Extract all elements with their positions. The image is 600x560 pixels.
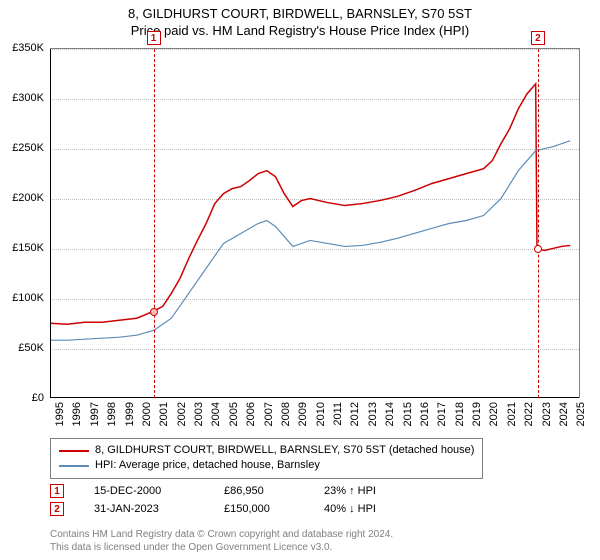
- x-tick-label: 2014: [384, 402, 396, 426]
- x-tick-label: 2003: [193, 402, 205, 426]
- x-tick-label: 1999: [124, 402, 136, 426]
- legend-swatch-property: [59, 450, 89, 452]
- x-tick-label: 2009: [297, 402, 309, 426]
- annotation-pct: 40% ↓ HPI: [324, 503, 424, 515]
- y-tick-label: £0: [32, 392, 44, 404]
- annotation-row: 1 15-DEC-2000 £86,950 23% ↑ HPI: [50, 484, 424, 498]
- legend-item: 8, GILDHURST COURT, BIRDWELL, BARNSLEY, …: [59, 443, 474, 458]
- marker-vline: [154, 49, 155, 398]
- footer-line1: Contains HM Land Registry data © Crown c…: [50, 528, 393, 541]
- title-address: 8, GILDHURST COURT, BIRDWELL, BARNSLEY, …: [0, 6, 600, 23]
- annotation-marker-icon: 1: [50, 484, 64, 498]
- x-tick-label: 2020: [488, 402, 500, 426]
- series-hpi: [50, 141, 570, 340]
- y-tick-label: £250K: [12, 142, 44, 154]
- x-tick-label: 1996: [71, 402, 83, 426]
- annotation-date: 31-JAN-2023: [94, 503, 194, 515]
- x-tick-label: 2017: [436, 402, 448, 426]
- x-tick-label: 2022: [523, 402, 535, 426]
- y-tick-label: £50K: [18, 342, 44, 354]
- y-axis: £0£50K£100K£150K£200K£250K£300K£350K: [0, 48, 48, 398]
- legend-item: HPI: Average price, detached house, Barn…: [59, 458, 474, 473]
- legend-label: 8, GILDHURST COURT, BIRDWELL, BARNSLEY, …: [95, 443, 474, 458]
- x-tick-label: 2001: [158, 402, 170, 426]
- x-tick-label: 2024: [558, 402, 570, 426]
- x-tick-label: 2025: [575, 402, 587, 426]
- legend-box: 8, GILDHURST COURT, BIRDWELL, BARNSLEY, …: [50, 438, 483, 479]
- legend-swatch-hpi: [59, 465, 89, 467]
- x-tick-label: 2013: [367, 402, 379, 426]
- y-tick-label: £350K: [12, 42, 44, 54]
- annotation-table: 1 15-DEC-2000 £86,950 23% ↑ HPI 2 31-JAN…: [50, 484, 424, 520]
- x-tick-label: 2008: [280, 402, 292, 426]
- x-tick-label: 1997: [89, 402, 101, 426]
- footer-line2: This data is licensed under the Open Gov…: [50, 541, 393, 554]
- x-tick-label: 2000: [141, 402, 153, 426]
- x-tick-label: 1998: [106, 402, 118, 426]
- title-block: 8, GILDHURST COURT, BIRDWELL, BARNSLEY, …: [0, 0, 600, 40]
- marker-label-box: 2: [531, 31, 545, 45]
- x-tick-label: 2021: [506, 402, 518, 426]
- annotation-pct: 23% ↑ HPI: [324, 485, 424, 497]
- x-tick-label: 2023: [541, 402, 553, 426]
- x-tick-label: 2007: [263, 402, 275, 426]
- x-tick-label: 2004: [210, 402, 222, 426]
- annotation-price: £150,000: [224, 503, 294, 515]
- x-tick-label: 2019: [471, 402, 483, 426]
- footer-text: Contains HM Land Registry data © Crown c…: [50, 528, 393, 554]
- x-tick-label: 2012: [349, 402, 361, 426]
- annotation-marker-icon: 2: [50, 502, 64, 516]
- plot-area: 12: [50, 48, 580, 398]
- y-tick-label: £300K: [12, 92, 44, 104]
- annotation-row: 2 31-JAN-2023 £150,000 40% ↓ HPI: [50, 502, 424, 516]
- y-tick-label: £150K: [12, 242, 44, 254]
- chart-container: 8, GILDHURST COURT, BIRDWELL, BARNSLEY, …: [0, 0, 600, 560]
- marker-dot: [534, 245, 542, 253]
- x-tick-label: 2005: [228, 402, 240, 426]
- x-tick-label: 2010: [315, 402, 327, 426]
- x-tick-label: 2018: [454, 402, 466, 426]
- series-property: [50, 84, 570, 324]
- x-tick-label: 1995: [54, 402, 66, 426]
- x-tick-label: 2011: [332, 402, 344, 426]
- annotation-date: 15-DEC-2000: [94, 485, 194, 497]
- x-tick-label: 2016: [419, 402, 431, 426]
- x-axis: 1995 1996 1997 1998 1999 2000 2001 2002 2003 2004…: [50, 398, 580, 438]
- x-tick-label: 2002: [176, 402, 188, 426]
- marker-vline: [538, 49, 539, 398]
- x-tick-label: 2006: [245, 402, 257, 426]
- marker-dot: [150, 308, 158, 316]
- legend-label: HPI: Average price, detached house, Barn…: [95, 458, 320, 473]
- y-axis-line: [50, 49, 51, 398]
- y-tick-label: £200K: [12, 192, 44, 204]
- annotation-price: £86,950: [224, 485, 294, 497]
- marker-label-box: 1: [147, 31, 161, 45]
- y-tick-label: £100K: [12, 292, 44, 304]
- x-tick-label: 2015: [402, 402, 414, 426]
- line-plot-svg: [50, 49, 579, 398]
- title-subtitle: Price paid vs. HM Land Registry's House …: [0, 23, 600, 40]
